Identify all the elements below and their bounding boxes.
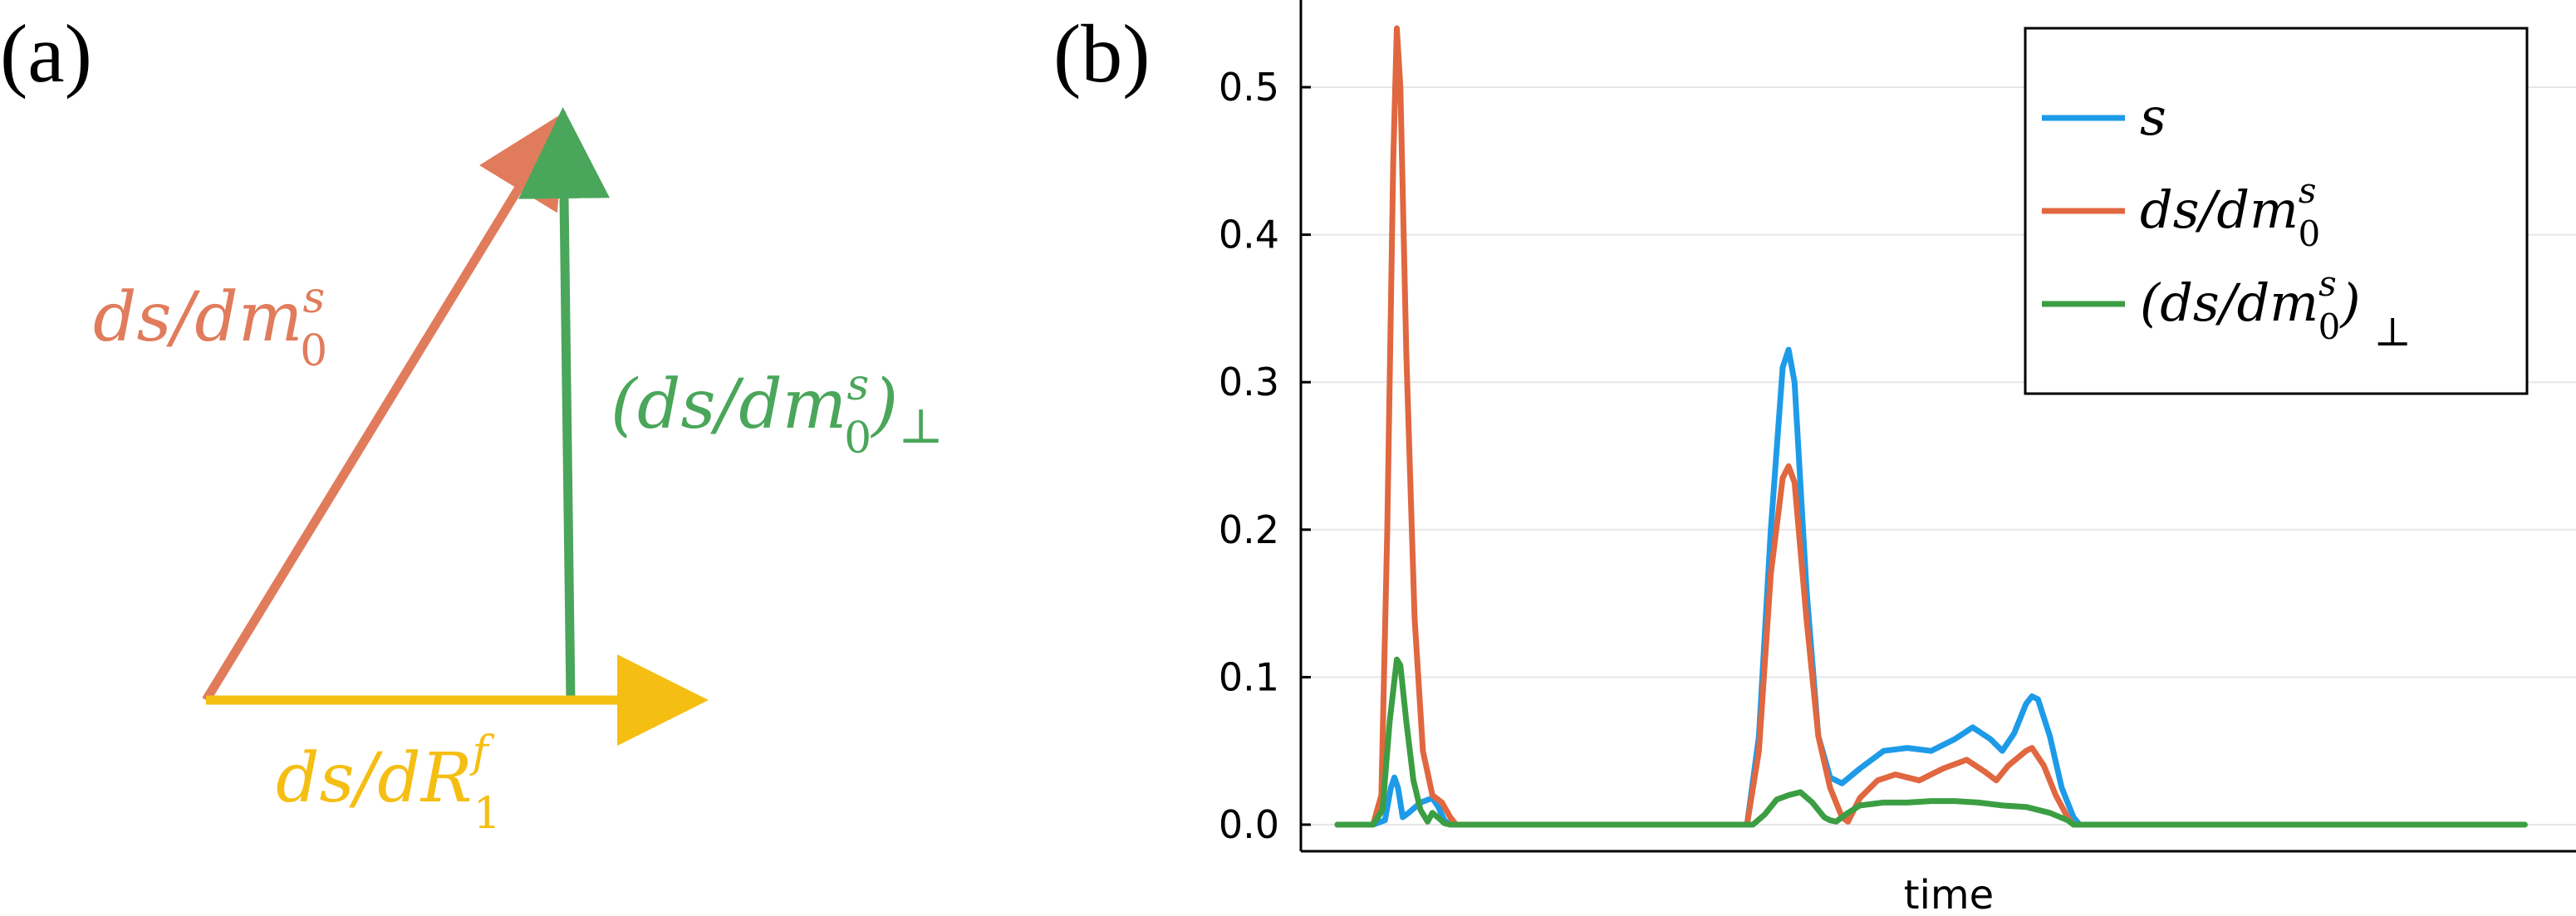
legend-label-ds_dm0s: ds/dms 0 [2140,170,2320,254]
y-tick-label: 0.5 [1219,65,1279,110]
label-ds-dR1f-base: ds/dR [276,739,472,818]
y-tick-label: 0.0 [1219,802,1279,847]
legend: s ds/dms 0 (ds/dms 0) ⊥ [2024,27,2529,395]
legend-box [2024,27,2529,395]
y-tick-label: 0.2 [1219,507,1279,552]
vector-ds-dm0s-perp-arrow [518,107,611,701]
panel-a: (a) ds/dms 0 (ds/dms 0)⊥ ds/dRf 1 [0,7,944,839]
y-tick-label: 0.1 [1219,654,1279,699]
legend-label-ds_dm0s_perp: (ds/dms 0) ⊥ [2140,263,2412,355]
y-axis-ticks: 0.0 0.1 0.2 0.3 0.4 0.5 [1219,65,1311,847]
y-tick-label: 0.3 [1219,360,1279,404]
x-axis-title: time [1904,872,1994,916]
label-ds-dm0s-sup: s [302,273,325,323]
label-ds-dR1f-sup: f [469,727,494,777]
label-ds-dm0s-perp: (ds/dms 0)⊥ [611,360,944,463]
panel-a-label: (a) [0,7,92,100]
series-line-ds_dm0s_perp [1334,656,2528,828]
vector-ds-dm0s-arrow [202,110,567,703]
label-ds-dm0s: ds/dms 0 [93,273,327,376]
legend-label-s: s [2140,86,2166,147]
label-ds-dm0s-perp-symbol: ⊥ [898,398,944,454]
series-line-ds_dm0s [1334,25,2528,828]
panel-b-label: (b) [1053,7,1151,100]
y-tick-label: 0.4 [1219,213,1279,257]
chart-series [1334,25,2528,828]
label-ds-dm0s-sub: 0 [300,326,327,376]
series-line-s [1334,346,2528,828]
label-ds-dR1f: ds/dRf 1 [276,727,501,839]
label-ds-dR1f-sub: 1 [473,789,501,839]
label-ds-dm0s-perp-close: ) [870,365,898,444]
legend-items: s ds/dms 0 (ds/dms 0) ⊥ [2042,86,2412,355]
label-ds-dm0s-perp-sub: 0 [844,414,871,463]
label-ds-dm0s-perp-open: (ds/dm [611,365,846,444]
label-ds-dm0s-perp-sup: s [846,360,869,410]
label-ds-dm0s-base: ds/dm [93,278,302,357]
panel-b: (b) 0.0 0.1 0.2 0.3 0.4 0.5 time s ds/dms 0 (ds/… [1053,0,2576,916]
